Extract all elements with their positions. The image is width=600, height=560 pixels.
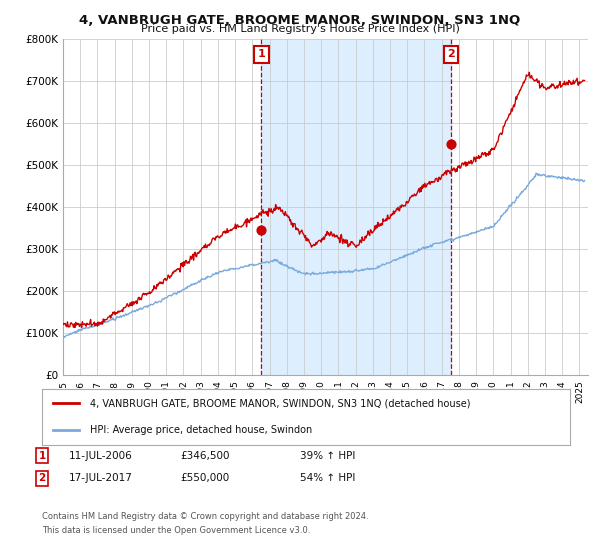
- Text: 54% ↑ HPI: 54% ↑ HPI: [300, 473, 355, 483]
- Text: Price paid vs. HM Land Registry's House Price Index (HPI): Price paid vs. HM Land Registry's House …: [140, 24, 460, 34]
- Text: HPI: Average price, detached house, Swindon: HPI: Average price, detached house, Swin…: [89, 424, 312, 435]
- Text: 11-JUL-2006: 11-JUL-2006: [69, 451, 133, 461]
- Text: 17-JUL-2017: 17-JUL-2017: [69, 473, 133, 483]
- Text: This data is licensed under the Open Government Licence v3.0.: This data is licensed under the Open Gov…: [42, 526, 310, 535]
- Text: 4, VANBRUGH GATE, BROOME MANOR, SWINDON, SN3 1NQ: 4, VANBRUGH GATE, BROOME MANOR, SWINDON,…: [79, 14, 521, 27]
- Text: 2: 2: [447, 49, 455, 59]
- Text: 1: 1: [257, 49, 265, 59]
- Point: [446, 140, 456, 149]
- Text: 4, VANBRUGH GATE, BROOME MANOR, SWINDON, SN3 1NQ (detached house): 4, VANBRUGH GATE, BROOME MANOR, SWINDON,…: [89, 398, 470, 408]
- Text: £346,500: £346,500: [180, 451, 229, 461]
- Text: £550,000: £550,000: [180, 473, 229, 483]
- Text: Contains HM Land Registry data © Crown copyright and database right 2024.: Contains HM Land Registry data © Crown c…: [42, 512, 368, 521]
- Text: 2: 2: [38, 473, 46, 483]
- Bar: [262, 39, 451, 375]
- Text: 39% ↑ HPI: 39% ↑ HPI: [300, 451, 355, 461]
- Point: [257, 225, 266, 234]
- Text: 1: 1: [38, 451, 46, 461]
